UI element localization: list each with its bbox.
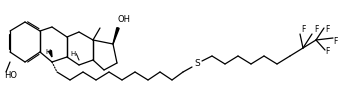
Text: F: F [333,38,337,46]
Text: HO: HO [4,70,17,79]
Text: F: F [314,26,318,34]
Text: OH: OH [118,15,131,24]
Text: S: S [194,60,200,69]
Polygon shape [113,28,119,44]
Polygon shape [49,50,52,57]
Text: F: F [325,48,329,57]
Text: F: F [301,26,305,34]
Text: H: H [46,49,51,55]
Text: H: H [70,51,76,57]
Text: F: F [325,26,329,34]
